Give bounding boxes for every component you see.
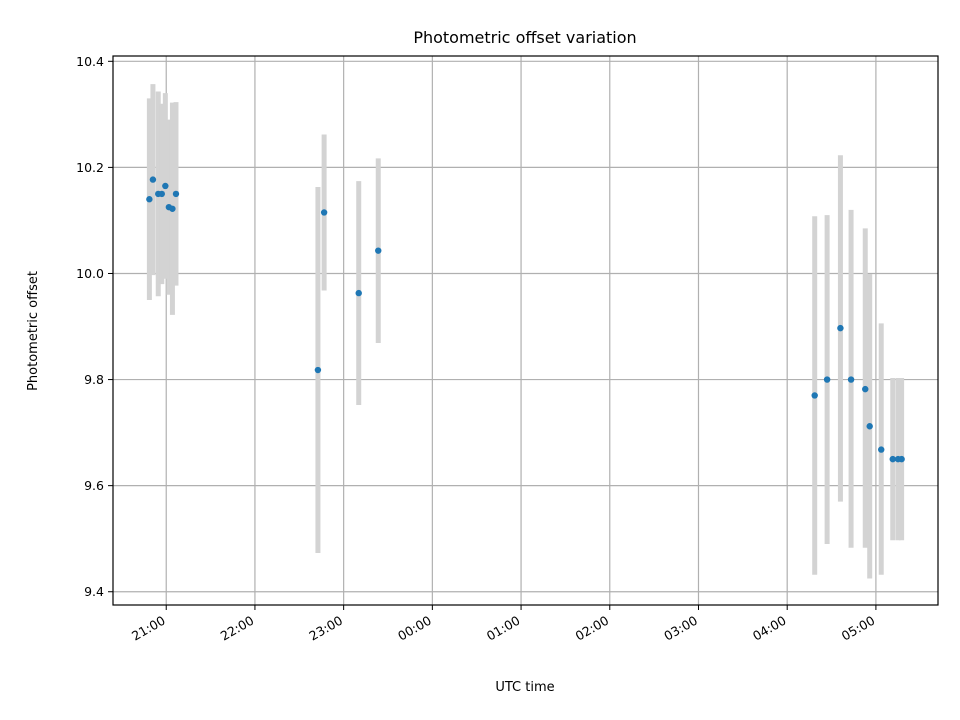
x-tick-label: 04:00 — [750, 613, 789, 644]
y-tick-label: 9.4 — [84, 584, 104, 599]
y-tick-label: 10.4 — [76, 54, 104, 69]
error-bars — [146, 84, 905, 579]
data-point — [375, 247, 382, 254]
x-tick-label: 00:00 — [395, 613, 434, 644]
x-tick-label: 22:00 — [218, 613, 257, 644]
data-point — [158, 190, 165, 198]
data-point — [837, 324, 844, 332]
plot-frame — [112, 55, 939, 606]
y-axis-label: Photometric offset — [26, 271, 41, 391]
data-point — [172, 190, 180, 198]
y-axis-ticks: 9.4 9.6 9.8 10.0 10.2 10.4 — [76, 54, 113, 599]
data-point — [162, 182, 169, 190]
data-points — [146, 176, 905, 463]
data-point — [169, 205, 176, 212]
y-tick-label: 9.8 — [84, 372, 104, 387]
data-point — [811, 392, 818, 399]
data-point — [823, 376, 831, 383]
x-tick-label: 21:00 — [129, 613, 168, 644]
x-axis-label: UTC time — [495, 680, 554, 695]
data-point — [866, 423, 873, 430]
grid-lines — [113, 56, 938, 605]
x-tick-label: 03:00 — [661, 613, 700, 644]
x-tick-label: 02:00 — [573, 613, 612, 644]
data-point — [862, 385, 869, 393]
data-point — [898, 455, 905, 463]
data-point — [847, 376, 855, 383]
data-point — [355, 289, 362, 297]
data-point — [878, 446, 885, 453]
plot-area — [112, 55, 939, 606]
x-tick-label: 23:00 — [306, 613, 345, 644]
y-tick-label: 9.6 — [84, 478, 104, 493]
data-point — [314, 366, 322, 374]
data-point — [889, 455, 896, 463]
data-point — [149, 176, 157, 183]
chart-title: Photometric offset variation — [413, 28, 636, 47]
x-axis-ticks: 21:00 22:00 23:00 00:00 01:00 02:00 03:00 04:00… — [129, 605, 877, 644]
y-tick-label: 10.2 — [76, 160, 104, 175]
data-point — [146, 196, 153, 203]
x-tick-label: 05:00 — [839, 613, 878, 644]
y-tick-label: 10.0 — [76, 266, 104, 281]
x-tick-label: 01:00 — [484, 613, 523, 644]
data-point — [320, 209, 328, 216]
